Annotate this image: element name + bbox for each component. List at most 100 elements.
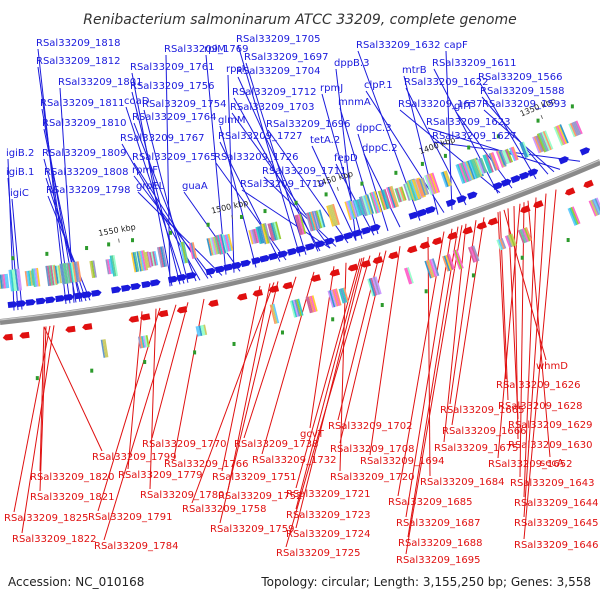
feature-tick-up bbox=[206, 222, 210, 227]
forward-gene-arrow bbox=[492, 182, 503, 191]
reverse-cog-block bbox=[100, 339, 109, 358]
reverse-gene-arrow bbox=[487, 217, 499, 226]
forward-gene-label: RSal33209_1611 bbox=[432, 58, 516, 69]
reverse-leader-line bbox=[191, 282, 275, 504]
reverse-leader-line bbox=[43, 326, 103, 452]
reverse-gene-label: gcvT bbox=[300, 429, 325, 440]
reverse-cog-block bbox=[195, 324, 208, 337]
forward-gene-arrow bbox=[205, 267, 216, 276]
reverse-gene-label: RSal33209_1695 bbox=[396, 555, 480, 566]
forward-cog-block bbox=[206, 236, 220, 256]
forward-leader-line bbox=[237, 76, 319, 252]
forward-gene-arrow bbox=[334, 234, 345, 243]
reverse-gene-label: RSal33209_1766 bbox=[164, 459, 248, 470]
reverse-cog-block bbox=[452, 249, 464, 270]
reverse-gene-label: RSal33209_1821 bbox=[30, 492, 114, 503]
feature-tick-down bbox=[90, 368, 94, 373]
forward-gene-label: RSal33209_1801 bbox=[58, 77, 142, 88]
forward-leader-line bbox=[131, 91, 181, 285]
forward-gene-arrow bbox=[251, 257, 262, 265]
forward-gene-arrow bbox=[186, 272, 197, 280]
forward-strand-genes bbox=[7, 147, 591, 309]
forward-cog-block bbox=[440, 170, 452, 188]
forward-gene-arrow bbox=[223, 263, 234, 272]
forward-cog-block bbox=[386, 185, 399, 209]
feature-tick-up bbox=[324, 192, 328, 197]
forward-leader-line bbox=[399, 109, 501, 194]
forward-gene-label: RSal33209_1811 bbox=[40, 98, 124, 109]
reverse-gene-label: RSal33209_1791 bbox=[88, 512, 172, 523]
forward-gene-label: RSal33209_1761 bbox=[130, 62, 214, 73]
reverse-gene-label: RSal33209_1652 bbox=[488, 459, 572, 470]
forward-gene-arrow bbox=[277, 250, 289, 259]
reverse-cog-block bbox=[137, 335, 150, 349]
feature-tick-up bbox=[11, 256, 15, 261]
reverse-gene-label: RSal33209_1644 bbox=[514, 498, 598, 509]
reverse-cog-block bbox=[588, 197, 600, 217]
reverse-cog-block bbox=[424, 258, 440, 279]
reverse-cog-block bbox=[517, 227, 532, 244]
reverse-cog-block bbox=[338, 287, 349, 304]
reverse-leader-line bbox=[527, 200, 551, 458]
forward-gene-label: RSal33209_1767 bbox=[120, 133, 204, 144]
forward-gene-arrow bbox=[314, 240, 326, 249]
forward-cog-block bbox=[488, 152, 500, 171]
forward-gene-label: guaA bbox=[182, 181, 208, 192]
ruler-tick bbox=[540, 114, 543, 119]
reverse-gene-arrow bbox=[252, 289, 263, 297]
reverse-gene-label: RSal33209_1694 bbox=[360, 456, 444, 467]
forward-gene-label: glfT bbox=[454, 101, 474, 112]
forward-gene-label: groEL bbox=[136, 181, 165, 192]
feature-tick-up bbox=[85, 246, 89, 251]
feature-tick-down bbox=[232, 341, 236, 346]
forward-gene-label: RSal33209_1704 bbox=[236, 66, 320, 77]
forward-gene-label: RSal33209_1593 bbox=[482, 99, 566, 110]
feature-tick-down bbox=[143, 359, 147, 364]
genome-backbone bbox=[0, 159, 600, 325]
reverse-gene-arrow bbox=[347, 263, 359, 272]
forward-gene-label: RSal33209_1637 bbox=[398, 99, 482, 110]
forward-gene-arrow bbox=[176, 274, 188, 282]
reverse-gene-arrow bbox=[462, 226, 473, 235]
forward-gene-label: RSal33209_1588 bbox=[480, 86, 564, 97]
reverse-gene-label: RSal33209_1723 bbox=[286, 510, 370, 521]
reverse-gene-label: RSal33209_1628 bbox=[498, 401, 582, 412]
forward-gene-label: RSal33209_1705 bbox=[236, 34, 320, 45]
reverse-gene-arrow bbox=[2, 333, 13, 341]
feature-tick-up bbox=[467, 145, 471, 150]
reverse-leader-line bbox=[295, 258, 361, 489]
feature-tick-up bbox=[263, 209, 267, 214]
forward-cog-block bbox=[31, 267, 41, 288]
feature-tick-down bbox=[424, 289, 428, 294]
forward-cog-block bbox=[403, 182, 414, 201]
forward-gene-arrow bbox=[425, 206, 436, 215]
reverse-gene-arrow bbox=[476, 221, 487, 230]
forward-cog-block bbox=[568, 120, 583, 138]
feature-tick-down bbox=[331, 317, 335, 322]
forward-cog-block bbox=[394, 186, 407, 203]
reverse-cog-block bbox=[467, 245, 480, 263]
reverse-gene-arrow bbox=[268, 285, 280, 293]
forward-gene-arrow bbox=[268, 252, 279, 261]
reverse-cog-block bbox=[289, 298, 304, 318]
forward-gene-label: fepD bbox=[334, 153, 358, 164]
reverse-gene-arrow bbox=[533, 200, 544, 209]
forward-gene-arrow bbox=[167, 275, 179, 284]
feature-tick-up bbox=[294, 200, 298, 205]
reverse-gene-arrow bbox=[236, 293, 248, 301]
reverse-gene-arrow bbox=[419, 241, 430, 250]
reverse-gene-arrow bbox=[65, 325, 76, 333]
reverse-gene-arrow bbox=[583, 179, 594, 188]
reverse-leader-line bbox=[219, 281, 279, 524]
genome-summary: Topology: circular; Length: 3,155,250 bp… bbox=[260, 575, 591, 589]
forward-gene-arrow bbox=[287, 247, 298, 256]
forward-leader-line bbox=[263, 176, 337, 247]
forward-gene-label: RSal33209_1719 bbox=[240, 179, 324, 190]
reverse-gene-label: whmD bbox=[536, 361, 568, 372]
forward-gene-arrow bbox=[456, 195, 467, 204]
forward-gene-label: dppC.3 bbox=[356, 123, 392, 134]
forward-gene-label: mnmA bbox=[338, 97, 371, 108]
reverse-gene-label: RSal33209_1626 bbox=[496, 380, 580, 391]
forward-gene-arrow bbox=[141, 280, 152, 289]
